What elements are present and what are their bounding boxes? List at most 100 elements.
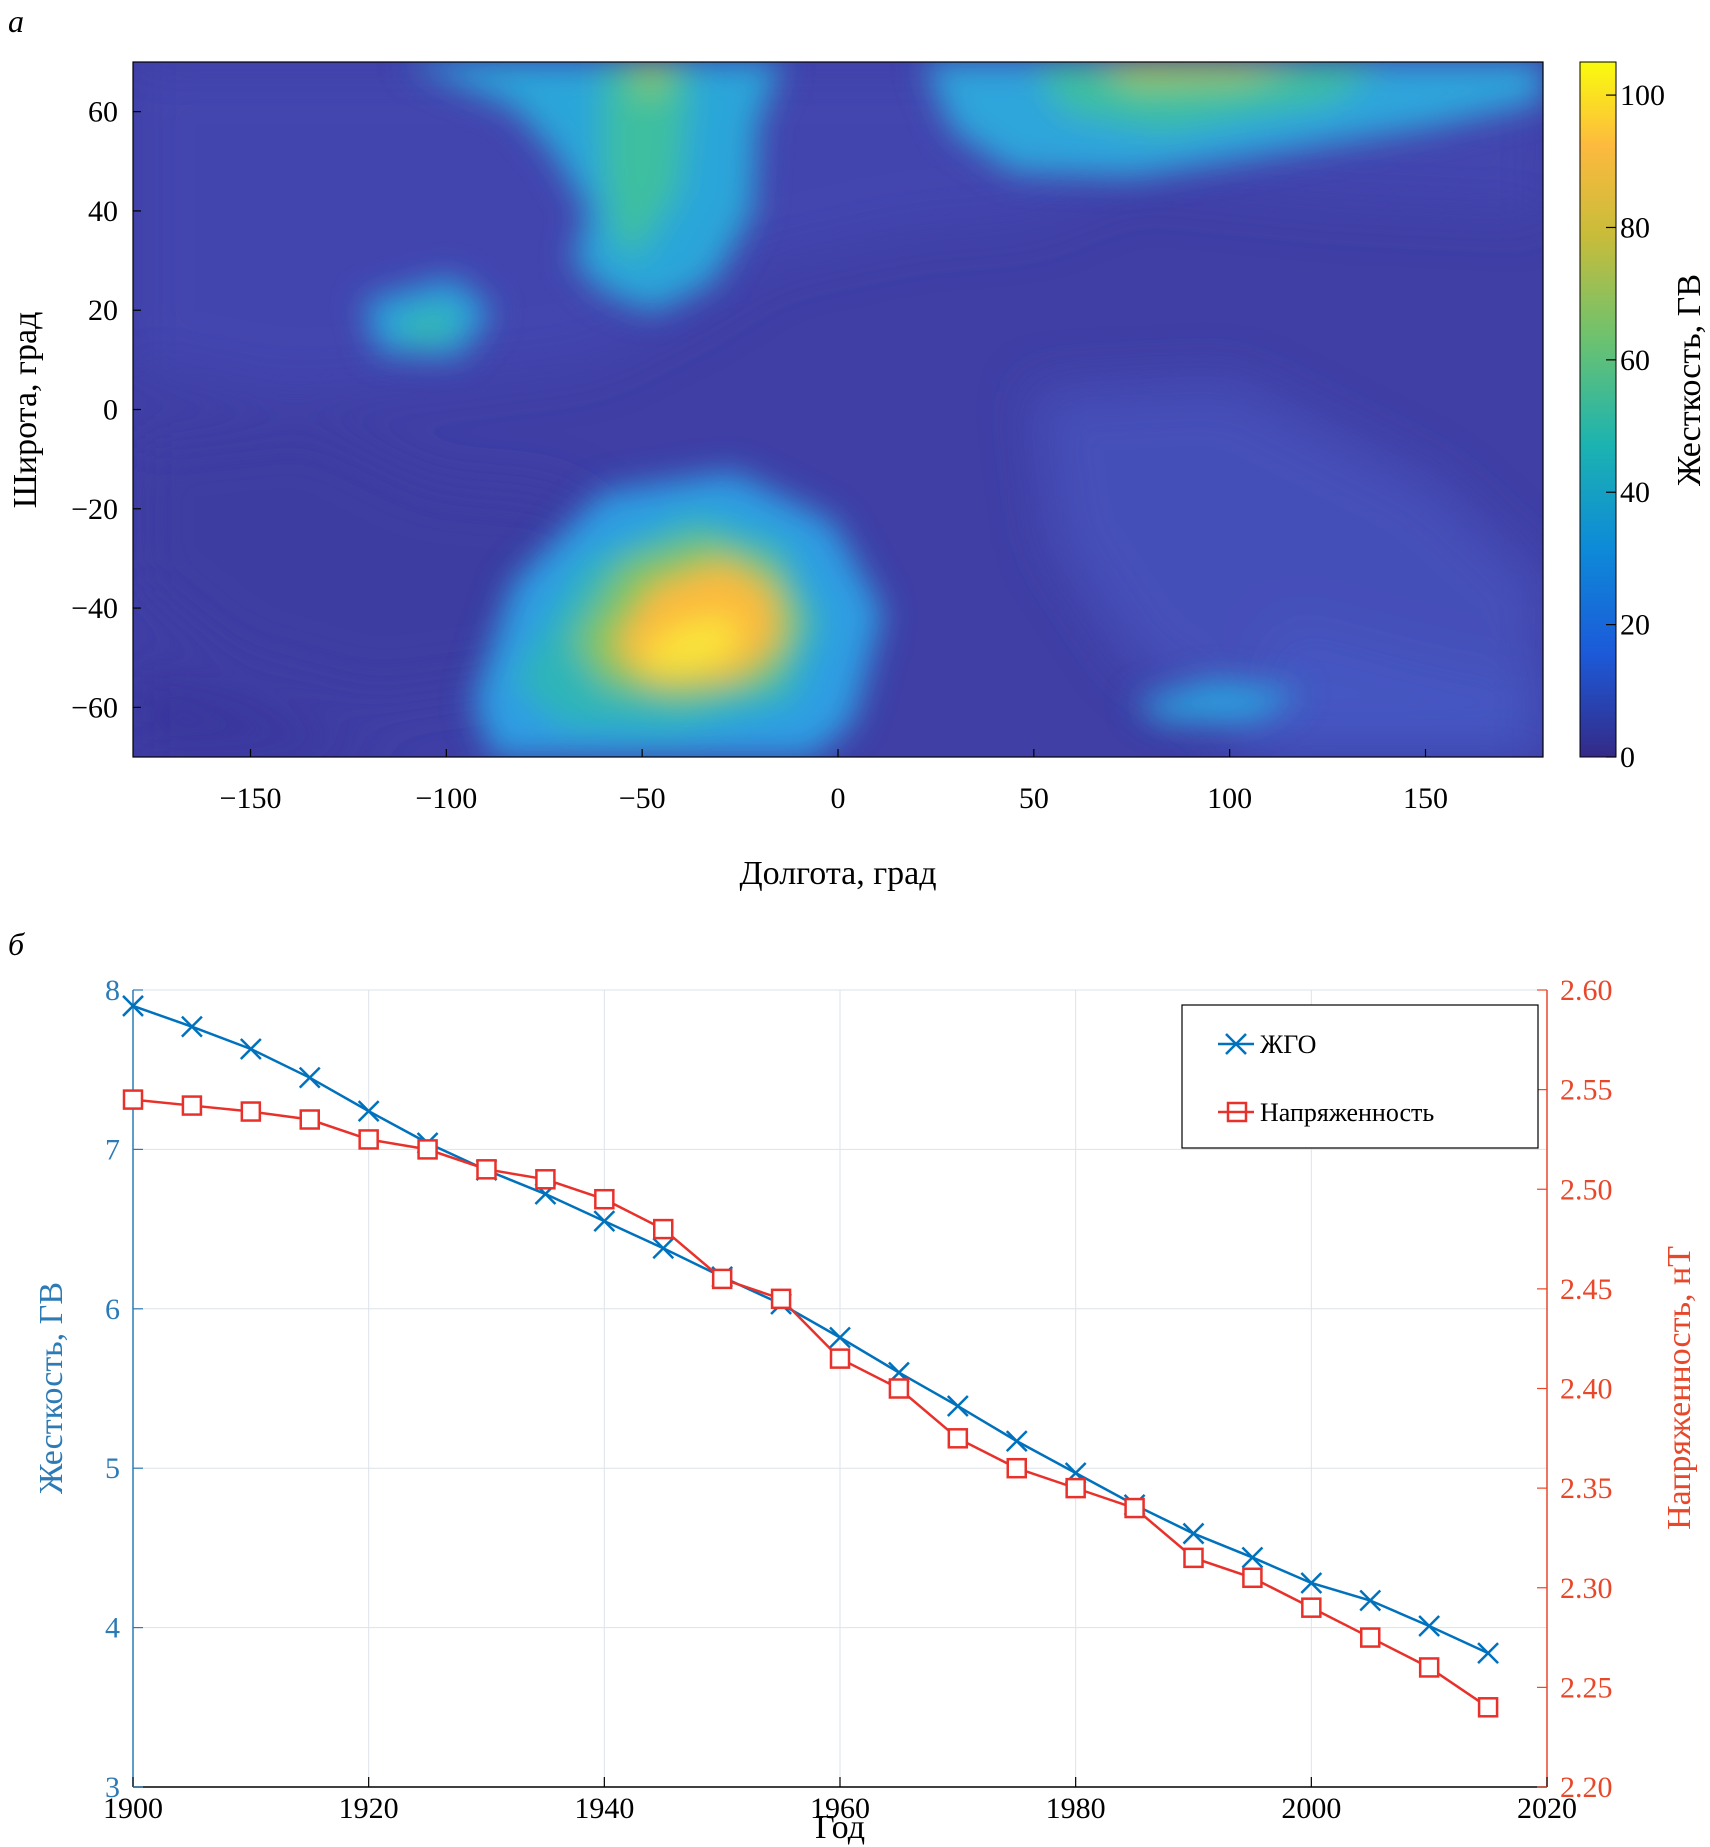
- line-plot-x-axis-label: Год: [815, 1809, 865, 1846]
- legend: ЖГО Напряженность: [1181, 1004, 1539, 1149]
- line-plot-x-tick-label: 1920: [339, 1792, 399, 1825]
- heatmap-area: [133, 62, 1543, 757]
- line-plot-left-tick-label: 7: [105, 1133, 120, 1166]
- data-point-zhgo: [1241, 1546, 1264, 1569]
- heatmap-x-tick-label: 50: [1019, 782, 1049, 815]
- colorbar-tick-label: 20: [1620, 609, 1650, 642]
- data-point-zhgo: [298, 1066, 321, 1089]
- heatmap-plot: −150 −100 −50 0 50 100 150 −60 −40 −20 0 20 40 60 До…: [7, 61, 1544, 892]
- data-point-zhgo: [1359, 1589, 1382, 1612]
- data-point-napryazhennost: [1418, 1657, 1440, 1678]
- colorbar-gradient: [1579, 61, 1617, 758]
- heatmap-x-axis-label: Долгота, град: [739, 855, 936, 892]
- series-line-zhgo: [132, 1004, 1489, 1655]
- data-point-napryazhennost: [770, 1288, 792, 1310]
- data-point-napryazhennost: [476, 1159, 497, 1180]
- data-point-napryazhennost: [1242, 1567, 1263, 1589]
- line-plot: 1900 1920 1940 1960 1980 2000 2020 3 4 5 6 7 8 2.20…: [33, 974, 1698, 1846]
- line-plot-right-tick-label: 2.45: [1560, 1273, 1613, 1306]
- data-point-napryazhennost: [1124, 1497, 1145, 1519]
- colorbar-tick-label: 80: [1620, 211, 1650, 244]
- heatmap-x-tick-label: 150: [1403, 782, 1448, 815]
- line-plot-x-tick-label: 1900: [103, 1792, 163, 1825]
- colorbar-tick-label: 0: [1620, 741, 1635, 774]
- heatmap-y-ticks: −60 −40 −20 0 20 40 60: [71, 96, 141, 724]
- data-point-zhgo: [1300, 1572, 1323, 1594]
- line-plot-x-tick-label: 1940: [574, 1792, 634, 1825]
- line-plot-left-tick-label: 5: [105, 1452, 120, 1485]
- line-plot-right-tick-label: 2.35: [1560, 1472, 1613, 1505]
- data-point-napryazhennost: [240, 1101, 262, 1122]
- line-plot-left-tick-label: 8: [105, 974, 120, 1007]
- series-line-napryazhennost: [132, 1098, 1489, 1709]
- legend-box: [1181, 1004, 1539, 1149]
- heatmap-y-tick-label: 60: [88, 96, 118, 129]
- heatmap-anomalies: [363, 62, 1543, 757]
- line-plot-right-tick-label: 2.30: [1560, 1572, 1613, 1605]
- data-point-zhgo: [181, 1015, 203, 1038]
- data-point-napryazhennost: [711, 1268, 733, 1290]
- line-plot-right-tick-label: 2.25: [1560, 1671, 1613, 1704]
- heatmap-x-tick-label: 0: [831, 782, 846, 815]
- data-point-zhgo: [1005, 1430, 1028, 1452]
- data-point-napryazhennost: [535, 1169, 556, 1190]
- line-plot-left-tick-label: 3: [105, 1771, 120, 1804]
- data-point-napryazhennost: [653, 1218, 674, 1240]
- heatmap-x-ticks: −150 −100 −50 0 50 100 150: [220, 749, 1448, 815]
- data-point-napryazhennost: [181, 1095, 203, 1116]
- data-point-zhgo: [357, 1100, 380, 1123]
- heatmap-y-tick-label: −40: [71, 592, 118, 625]
- legend-item-zhgo: ЖГО: [1218, 1030, 1316, 1059]
- data-point-napryazhennost: [947, 1428, 969, 1449]
- heatmap-x-tick-label: 100: [1207, 782, 1252, 815]
- line-plot-right-axis-label: Напряженность, нТ: [1661, 1246, 1698, 1530]
- data-point-zhgo: [1418, 1615, 1441, 1637]
- line-plot-x-tick-label: 1980: [1046, 1792, 1106, 1825]
- heatmap-x-tick-label: −150: [220, 782, 282, 815]
- legend-marker-napryazhennost: [1226, 1101, 1248, 1123]
- heatmap-y-tick-label: −60: [71, 691, 118, 724]
- data-point-napryazhennost: [1301, 1597, 1322, 1618]
- panel-b-letter: б: [8, 926, 25, 962]
- data-point-napryazhennost: [358, 1129, 379, 1150]
- data-point-napryazhennost: [1006, 1457, 1027, 1479]
- data-point-zhgo: [652, 1237, 675, 1260]
- line-plot-right-tick-label: 2.20: [1560, 1771, 1613, 1804]
- line-plot-left-tick-label: 4: [105, 1612, 120, 1645]
- line-plot-left-tick-label: 6: [105, 1293, 120, 1326]
- legend-item-napryazhennost: Напряженность: [1218, 1098, 1434, 1127]
- colorbar-tick-label: 100: [1620, 79, 1665, 112]
- heatmap-y-tick-label: 20: [88, 294, 118, 327]
- data-point-zhgo: [1182, 1522, 1205, 1545]
- colorbar-tick-label: 40: [1620, 476, 1650, 509]
- heatmap-x-tick-label: −50: [619, 782, 666, 815]
- data-point-napryazhennost: [1360, 1627, 1381, 1648]
- legend-marker-zhgo: [1225, 1033, 1247, 1055]
- panel-a-letter: а: [8, 3, 24, 39]
- line-plot-right-tick-label: 2.50: [1560, 1173, 1613, 1206]
- data-point-zhgo: [239, 1038, 262, 1060]
- data-point-zhgo: [829, 1326, 851, 1349]
- heatmap-y-tick-label: 40: [88, 195, 118, 228]
- colorbar-label: Жесткость, ГВ: [1671, 274, 1708, 486]
- data-point-zhgo: [593, 1210, 616, 1233]
- data-point-napryazhennost: [829, 1348, 851, 1369]
- heatmap-y-tick-label: −20: [71, 493, 118, 526]
- line-plot-right-ticks: 2.20 2.25 2.30 2.35 2.40 2.45 2.50 2.55 2.60: [1537, 974, 1613, 1804]
- data-point-napryazhennost: [1065, 1477, 1086, 1499]
- line-plot-right-tick-label: 2.55: [1560, 1074, 1613, 1107]
- data-point-zhgo: [1477, 1642, 1499, 1664]
- line-plot-left-axis-label: Жесткость, ГВ: [33, 1282, 70, 1494]
- line-plot-x-tick-label: 2020: [1517, 1792, 1577, 1825]
- line-plot-x-ticks: 1900 1920 1940 1960 1980 2000 2020: [103, 1777, 1577, 1825]
- heatmap-y-tick-label: 0: [103, 394, 118, 427]
- colorbar: 0 20 40 60 80 100 Жесткость, ГВ: [1579, 61, 1708, 774]
- data-point-napryazhennost: [299, 1109, 320, 1130]
- colorbar-ticks: 0 20 40 60 80 100: [1606, 79, 1665, 774]
- colorbar-tick-label: 60: [1620, 344, 1650, 377]
- line-plot-x-tick-label: 2000: [1281, 1792, 1341, 1825]
- data-point-napryazhennost: [888, 1378, 910, 1399]
- heatmap-x-tick-label: −100: [415, 782, 477, 815]
- data-point-napryazhennost: [417, 1139, 438, 1160]
